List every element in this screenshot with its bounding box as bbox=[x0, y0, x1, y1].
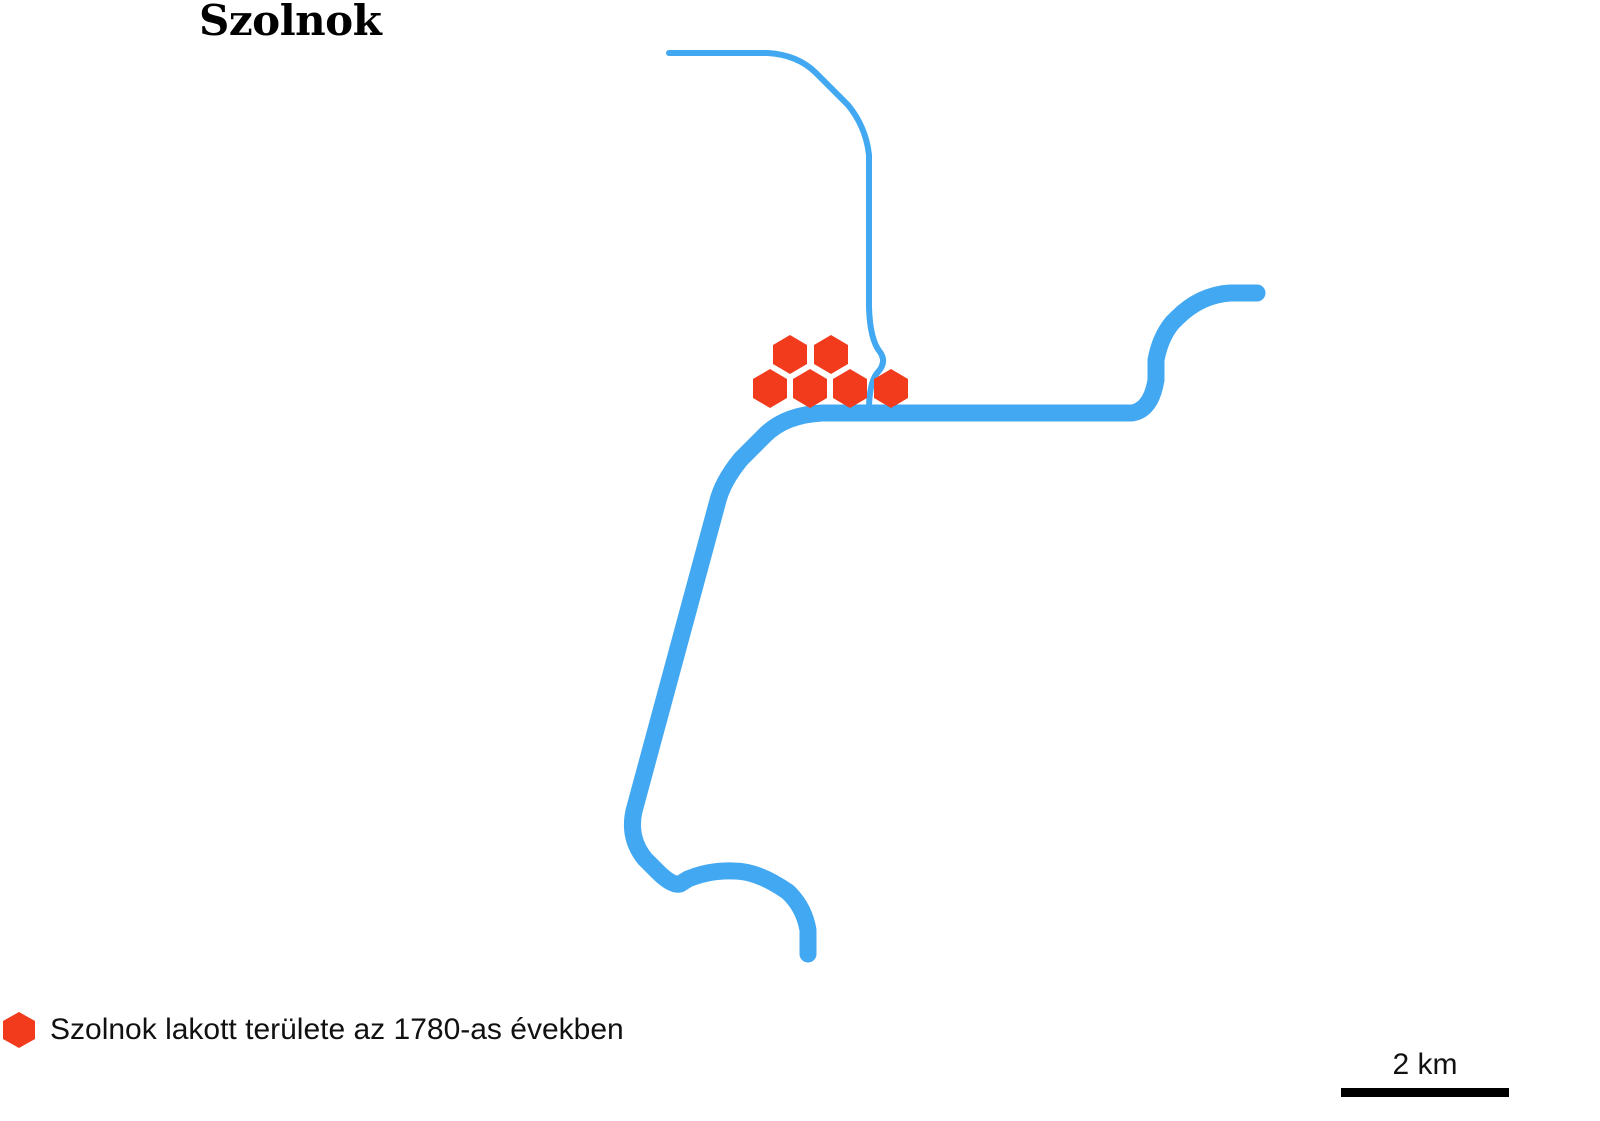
settlement-markers bbox=[753, 335, 908, 408]
main-river bbox=[623, 284, 1266, 963]
scale-line bbox=[1341, 1088, 1509, 1097]
scale-label: 2 km bbox=[1392, 1048, 1458, 1081]
settlement-hexagon bbox=[874, 369, 908, 408]
map-title: Szolnok bbox=[199, 0, 382, 45]
settlement-hexagon bbox=[753, 369, 787, 408]
red-hexagon-icon bbox=[3, 1012, 35, 1048]
tributary-river bbox=[666, 50, 886, 409]
settlement-hexagon bbox=[773, 335, 807, 374]
settlement-hexagon bbox=[814, 335, 848, 374]
legend: Szolnok lakott területe az 1780-as évekb… bbox=[2, 1011, 624, 1049]
settlement-hexagon bbox=[793, 369, 827, 408]
legend-label: Szolnok lakott területe az 1780-as évekb… bbox=[50, 1013, 624, 1046]
settlement-hexagon bbox=[833, 369, 867, 408]
